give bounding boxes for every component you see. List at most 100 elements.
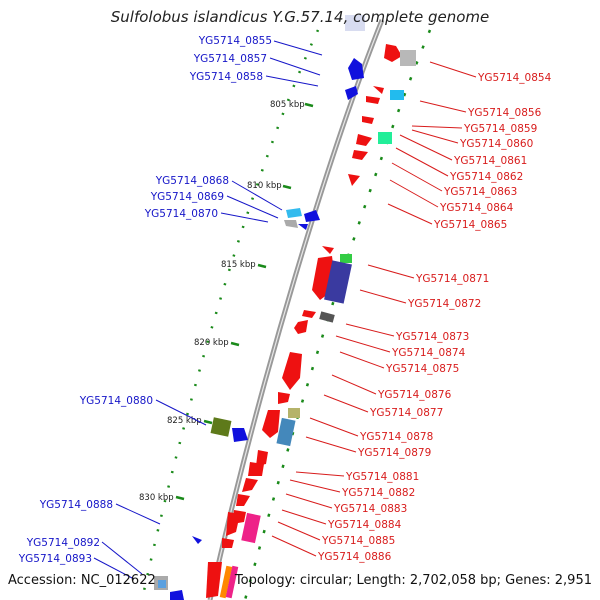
gene-label: YG5714_0865 [433, 219, 507, 231]
kbp-label: 810 kbp [247, 181, 282, 191]
leader-line [115, 503, 161, 525]
gene-feature [304, 210, 320, 222]
tick-track-outer [243, 29, 432, 600]
leader-line [395, 147, 449, 177]
leader-line [155, 399, 207, 426]
leader-line [411, 125, 463, 129]
leader-line [220, 212, 269, 223]
gene-feature [366, 96, 380, 104]
gene-feature [294, 320, 308, 334]
leader-line [309, 417, 359, 437]
kbp-label: 820 kbp [194, 338, 229, 348]
gene-label: YG5714_0892 [26, 537, 100, 549]
gene-label: YG5714_0883 [333, 503, 407, 515]
gene-label: YG5714_0869 [150, 191, 224, 203]
gene-label: YG5714_0881 [345, 471, 419, 483]
leader-line [391, 162, 443, 192]
gene-feature [302, 310, 316, 318]
gene-label: YG5714_0876 [377, 389, 452, 401]
kbp-tick [304, 102, 314, 108]
kbp-label: 825 kbp [167, 416, 202, 426]
gene-feature [345, 86, 358, 100]
leader-line [295, 471, 345, 477]
accession-text: Accession: NC_012622 [8, 573, 156, 588]
gene-feature [400, 50, 416, 66]
gene-feature [298, 224, 308, 230]
gene-label: YG5714_0860 [459, 138, 533, 150]
kbp-label: 815 kbp [221, 260, 256, 270]
left-leader-lines [93, 40, 323, 580]
gene-feature [286, 208, 302, 218]
gene-label: YG5714_0871 [415, 273, 489, 285]
tick-track-inner [140, 29, 320, 600]
kbp-label: 805 kbp [270, 100, 305, 110]
leader-line [265, 75, 319, 87]
gene-label: YG5714_0885 [321, 535, 395, 547]
gene-label: YG5714_0864 [439, 202, 514, 214]
leader-line [387, 203, 433, 225]
leader-line [419, 100, 467, 113]
leader-line [93, 557, 135, 580]
leader-line [269, 57, 321, 76]
gene-feature [232, 428, 248, 442]
gene-feature [345, 15, 365, 31]
genome-backbone-highlight [209, 19, 383, 600]
leader-line [305, 436, 357, 453]
gene-feature [219, 565, 233, 599]
left-gene-labels: YG5714_0855 YG5714_0857 YG5714_0858 YG57… [18, 35, 272, 565]
forward-strand-genes [206, 44, 416, 599]
gene-label: YG5714_0859 [463, 123, 537, 135]
gene-label: YG5714_0873 [395, 331, 469, 343]
gene-feature [242, 478, 258, 492]
gene-label: YG5714_0888 [39, 499, 113, 511]
gene-label: YG5714_0886 [317, 551, 392, 563]
leader-line [231, 180, 283, 211]
gene-feature [276, 417, 296, 447]
leader-line [359, 289, 407, 304]
gene-feature [206, 562, 222, 598]
gene-label: YG5714_0878 [359, 431, 433, 443]
gene-feature [324, 260, 352, 304]
gene-label: YG5714_0874 [391, 347, 466, 359]
right-leader-lines [271, 61, 477, 557]
reverse-strand-genes [154, 15, 365, 600]
gene-feature [256, 450, 268, 466]
gene-feature [348, 174, 360, 186]
gene-feature [192, 536, 202, 544]
gene-feature [384, 44, 402, 62]
gene-label: YG5714_0858 [189, 71, 263, 83]
topology-text: Topology: circular; Length: 2,702,058 bp… [234, 573, 592, 588]
gene-feature [284, 220, 298, 228]
leader-line [277, 521, 321, 541]
gene-feature [210, 417, 232, 437]
gene-label: YG5714_0868 [155, 175, 229, 187]
gene-label: YG5714_0877 [369, 407, 443, 419]
gene-feature [158, 580, 166, 588]
gene-label: YG5714_0893 [18, 553, 92, 565]
gene-feature [288, 408, 300, 418]
gene-label: YG5714_0880 [79, 395, 153, 407]
leader-line [335, 335, 391, 353]
leader-line [331, 374, 377, 395]
gene-label: YG5714_0861 [453, 155, 527, 167]
leader-line [389, 179, 439, 208]
gene-label: YG5714_0884 [327, 519, 402, 531]
right-gene-labels: YG5714_0854 YG5714_0856 YG5714_0859 YG57… [317, 72, 552, 563]
gene-feature [282, 352, 302, 390]
leader-line [285, 493, 333, 509]
gene-feature [373, 86, 384, 94]
gene-label: YG5714_0856 [467, 107, 542, 119]
leader-line [101, 541, 143, 575]
leader-line [411, 129, 459, 144]
gene-feature [362, 116, 374, 124]
gene-label: YG5714_0879 [357, 447, 431, 459]
gene-feature [390, 90, 404, 100]
leader-line [273, 40, 323, 56]
leader-line [345, 323, 395, 337]
gene-feature [170, 590, 184, 600]
kbp-label: 830 kbp [139, 493, 174, 503]
leader-line [281, 509, 327, 525]
gene-label: YG5714_0872 [407, 298, 481, 310]
gene-label: YG5714_0870 [144, 208, 218, 220]
gene-feature [241, 512, 261, 544]
